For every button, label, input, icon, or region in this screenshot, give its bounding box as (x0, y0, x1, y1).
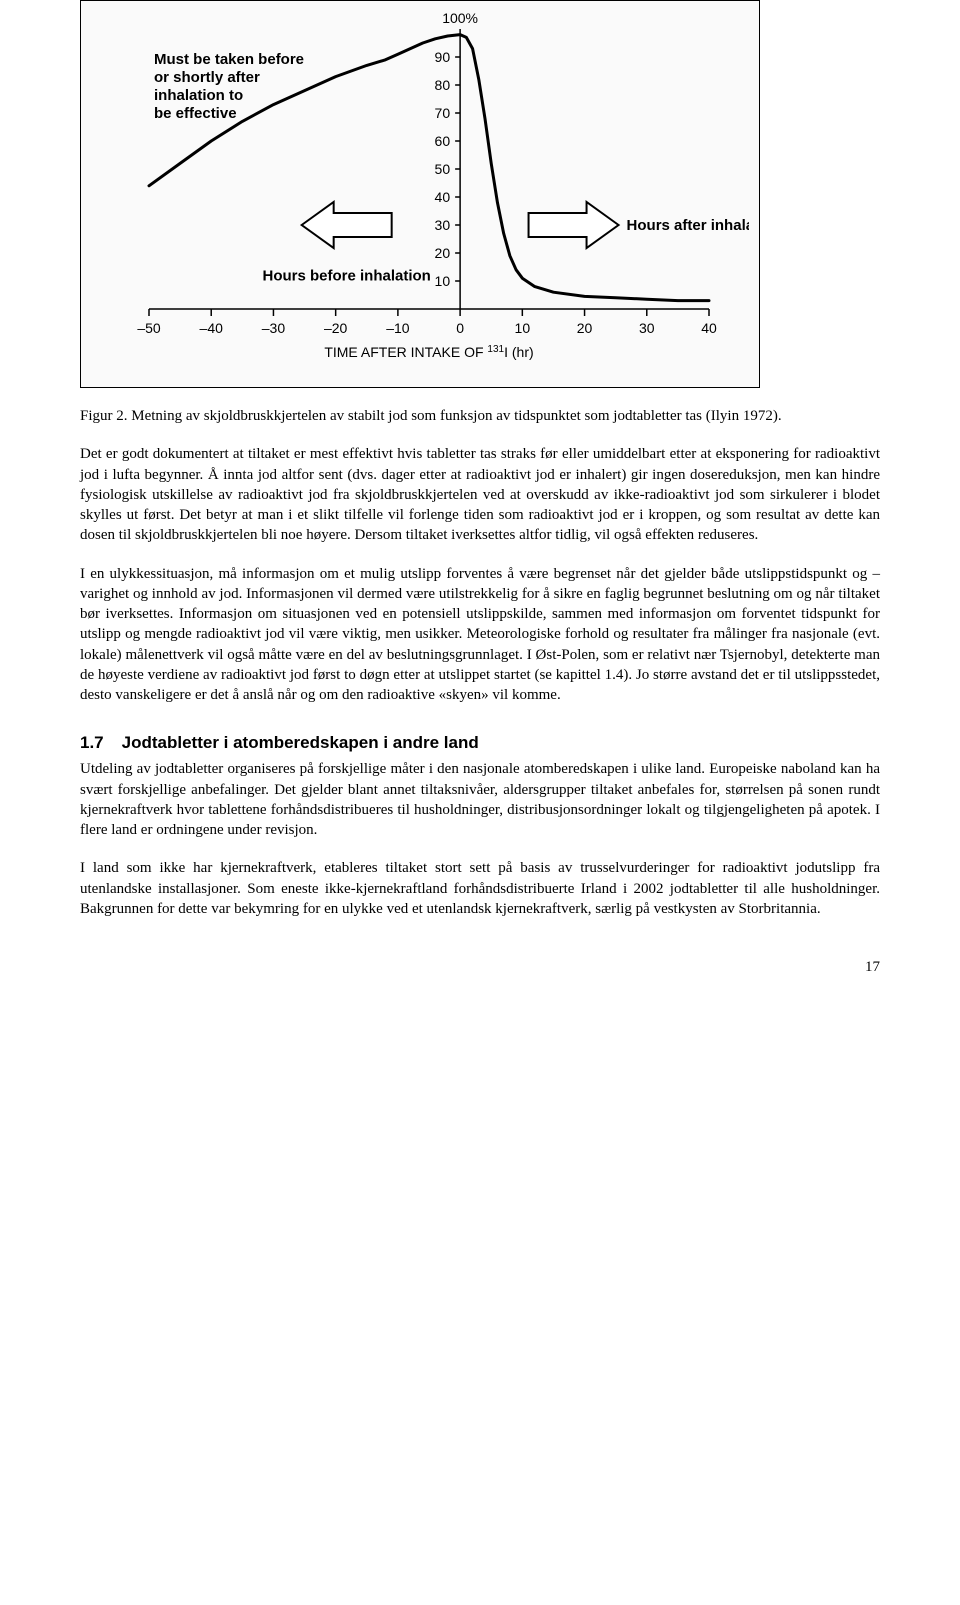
svg-text:10: 10 (515, 320, 531, 336)
svg-text:–30: –30 (262, 320, 286, 336)
svg-text:30: 30 (639, 320, 655, 336)
svg-text:Hours after inhalation: Hours after inhalation (627, 217, 749, 234)
figure-container: –50 –40 –30 –20 –10 0 10 20 30 40 10 20 30 40 50 60 70 80… (80, 0, 760, 388)
svg-text:–20: –20 (324, 320, 348, 336)
svg-text:Hours before inhalation: Hours before inhalation (262, 267, 430, 284)
svg-text:be effective: be effective (154, 105, 237, 122)
paragraph-3: Utdeling av jodtabletter organiseres på … (80, 759, 880, 840)
svg-text:90: 90 (435, 49, 451, 65)
svg-text:inhalation to: inhalation to (154, 87, 243, 104)
svg-text:40: 40 (435, 189, 451, 205)
svg-text:20: 20 (577, 320, 593, 336)
svg-text:10: 10 (435, 273, 451, 289)
svg-text:80: 80 (435, 77, 451, 93)
svg-text:100%: 100% (442, 10, 478, 26)
section-number: 1.7 (80, 733, 104, 753)
svg-text:Must be taken before: Must be taken before (154, 51, 304, 68)
svg-text:0: 0 (456, 320, 464, 336)
section-title: Jodtabletter i atomberedskapen i andre l… (122, 733, 479, 752)
paragraph-4: I land som ikke har kjernekraftverk, eta… (80, 858, 880, 919)
svg-text:20: 20 (435, 245, 451, 261)
svg-text:–10: –10 (386, 320, 410, 336)
svg-text:–40: –40 (200, 320, 224, 336)
page-number: 17 (80, 959, 880, 976)
svg-text:70: 70 (435, 105, 451, 121)
svg-text:50: 50 (435, 161, 451, 177)
paragraph-2: I en ulykkessituasjon, må informasjon om… (80, 564, 880, 706)
section-heading: 1.7 Jodtabletter i atomberedskapen i andr… (80, 733, 880, 753)
svg-text:60: 60 (435, 133, 451, 149)
paragraph-1: Det er godt dokumentert at tiltaket er m… (80, 444, 880, 545)
svg-text:40: 40 (701, 320, 717, 336)
thyroid-saturation-chart: –50 –40 –30 –20 –10 0 10 20 30 40 10 20 30 40 50 60 70 80… (89, 9, 749, 379)
svg-text:–50: –50 (137, 320, 161, 336)
svg-text:or shortly after: or shortly after (154, 69, 260, 86)
svg-text:TIME AFTER INTAKE OF 131I (hr): TIME AFTER INTAKE OF 131I (hr) (324, 344, 533, 361)
figure-caption: Figur 2. Metning av skjoldbruskkjertelen… (80, 406, 880, 426)
svg-text:30: 30 (435, 217, 451, 233)
